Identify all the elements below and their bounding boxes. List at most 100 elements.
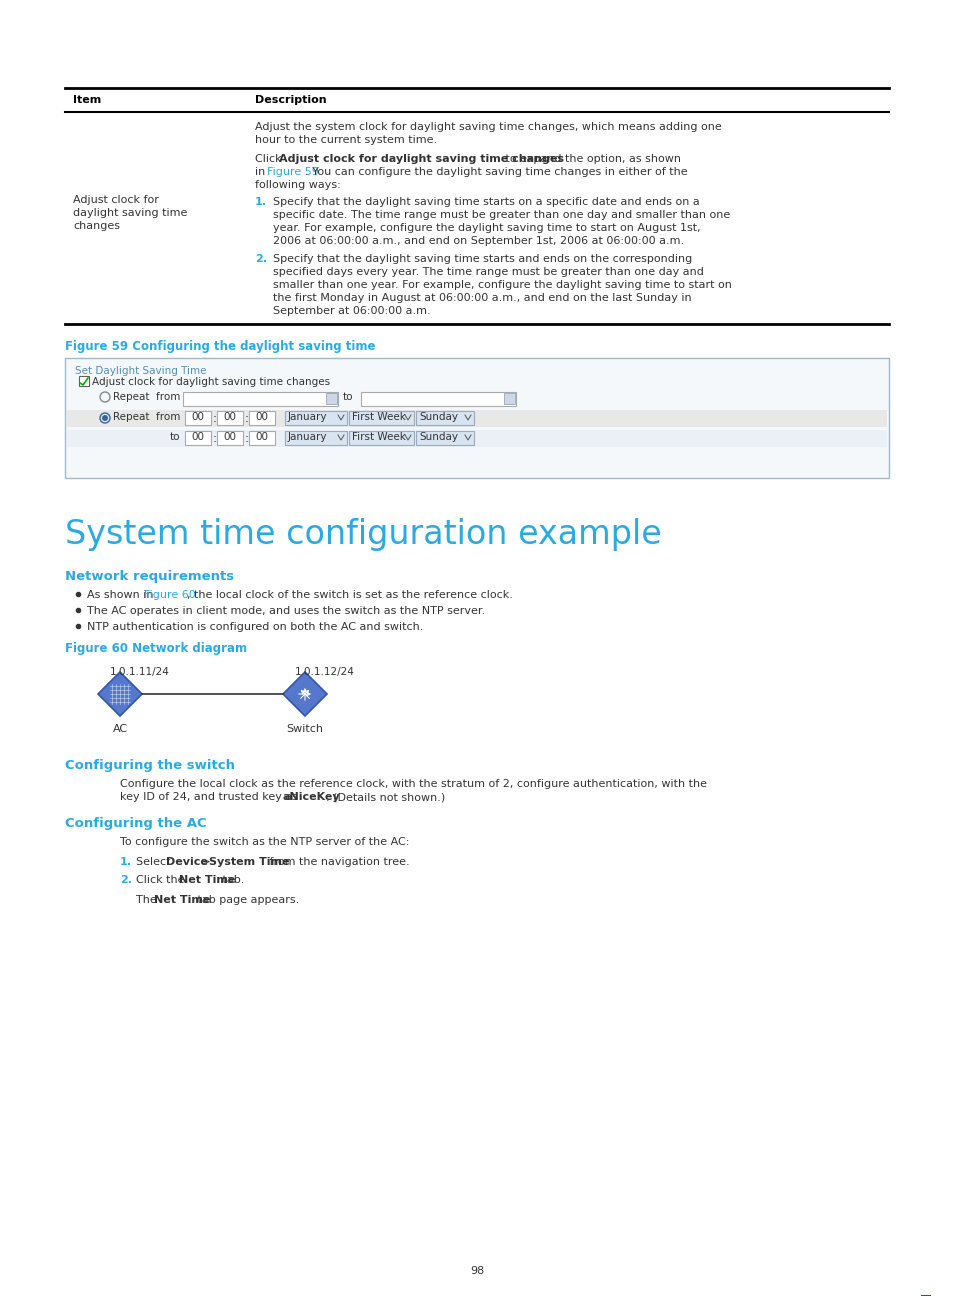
Text: 00: 00 — [255, 412, 268, 422]
Text: daylight saving time: daylight saving time — [73, 207, 187, 218]
Text: . You can configure the daylight saving time changes in either of the: . You can configure the daylight saving … — [305, 167, 687, 178]
Text: System time configuration example: System time configuration example — [65, 518, 661, 551]
Text: Network requirements: Network requirements — [65, 570, 233, 583]
Text: 2006 at 06:00:00 a.m., and end on September 1st, 2006 at 06:00:00 a.m.: 2006 at 06:00:00 a.m., and end on Septem… — [273, 236, 683, 246]
Bar — [185, 432, 211, 445]
Text: changes: changes — [73, 222, 120, 231]
Text: Description: Description — [254, 95, 326, 105]
Text: Specify that the daylight saving time starts and ends on the corresponding: Specify that the daylight saving time st… — [273, 254, 692, 264]
Polygon shape — [283, 673, 327, 715]
Text: in: in — [254, 167, 269, 178]
Bar — [183, 391, 337, 406]
Text: :: : — [245, 432, 249, 445]
Text: Adjust clock for daylight saving time changes: Adjust clock for daylight saving time ch… — [278, 154, 563, 165]
Text: Specify that the daylight saving time starts on a specific date and ends on a: Specify that the daylight saving time st… — [273, 197, 699, 207]
Text: Item: Item — [73, 95, 101, 105]
Bar — [285, 432, 347, 445]
Text: Adjust clock for daylight saving time changes: Adjust clock for daylight saving time ch… — [91, 377, 330, 388]
Text: tab.: tab. — [219, 875, 244, 885]
Bar — [360, 391, 516, 406]
Text: The AC operates in client mode, and uses the switch as the NTP server.: The AC operates in client mode, and uses… — [87, 607, 485, 616]
Text: Figure 59 Configuring the daylight saving time: Figure 59 Configuring the daylight savin… — [65, 340, 375, 353]
Bar — [67, 430, 886, 447]
Text: Device: Device — [166, 857, 208, 867]
Text: year. For example, configure the daylight saving time to start on August 1st,: year. For example, configure the dayligh… — [273, 223, 700, 233]
Text: the first Monday in August at 06:00:00 a.m., and end on the last Sunday in: the first Monday in August at 06:00:00 a… — [273, 293, 691, 303]
Text: >: > — [198, 857, 214, 867]
Text: , the local clock of the switch is set as the reference clock.: , the local clock of the switch is set a… — [187, 590, 513, 600]
Text: Configure the local clock as the reference clock, with the stratum of 2, configu: Configure the local clock as the referen… — [120, 779, 706, 789]
Text: Sunday: Sunday — [418, 412, 457, 422]
Text: smaller than one year. For example, configure the daylight saving time to start : smaller than one year. For example, conf… — [273, 280, 731, 290]
Text: 1.0.1.11/24: 1.0.1.11/24 — [110, 667, 170, 677]
Bar — [249, 411, 274, 425]
Text: Net Time: Net Time — [179, 875, 235, 885]
Bar — [67, 410, 886, 426]
Bar — [503, 393, 515, 404]
Text: 00: 00 — [223, 432, 236, 442]
Text: First Week: First Week — [352, 432, 405, 442]
Text: :: : — [245, 412, 249, 425]
Text: 98: 98 — [470, 1266, 483, 1277]
Text: As shown in: As shown in — [87, 590, 157, 600]
Text: 1.: 1. — [254, 197, 267, 207]
Text: September at 06:00:00 a.m.: September at 06:00:00 a.m. — [273, 306, 430, 316]
Text: 00: 00 — [255, 432, 268, 442]
Text: Adjust the system clock for daylight saving time changes, which means adding one: Adjust the system clock for daylight sav… — [254, 122, 721, 132]
Bar — [285, 411, 347, 425]
Text: AC: AC — [112, 724, 128, 734]
Text: Configuring the switch: Configuring the switch — [65, 759, 234, 772]
Circle shape — [102, 415, 108, 421]
Text: January: January — [288, 432, 327, 442]
Text: Switch: Switch — [286, 724, 323, 734]
Bar — [65, 358, 888, 478]
Text: 1.0.1.12/24: 1.0.1.12/24 — [294, 667, 355, 677]
Text: Set Daylight Saving Time: Set Daylight Saving Time — [75, 365, 206, 376]
Text: tab page appears.: tab page appears. — [193, 896, 299, 905]
Text: 1.: 1. — [120, 857, 132, 867]
Text: 2.: 2. — [120, 875, 132, 885]
Text: aNiceKey: aNiceKey — [283, 792, 340, 802]
Text: Figure 60 Network diagram: Figure 60 Network diagram — [65, 642, 247, 654]
Text: To configure the switch as the NTP server of the AC:: To configure the switch as the NTP serve… — [120, 837, 409, 848]
Text: First Week: First Week — [352, 412, 405, 422]
Bar — [349, 432, 414, 445]
Text: :: : — [213, 432, 216, 445]
Text: Figure 60: Figure 60 — [144, 590, 195, 600]
Bar — [79, 376, 89, 386]
Text: Repeat  from: Repeat from — [112, 391, 180, 402]
Text: following ways:: following ways: — [254, 180, 340, 191]
Bar — [416, 432, 474, 445]
Text: specific date. The time range must be greater than one day and smaller than one: specific date. The time range must be gr… — [273, 210, 729, 220]
Bar — [326, 393, 336, 404]
Bar — [349, 411, 414, 425]
Text: to expand the option, as shown: to expand the option, as shown — [501, 154, 680, 165]
Text: NTP authentication is configured on both the AC and switch.: NTP authentication is configured on both… — [87, 622, 423, 632]
Text: to: to — [170, 432, 180, 442]
Text: Click: Click — [254, 154, 285, 165]
Text: Select: Select — [136, 857, 173, 867]
Text: System Time: System Time — [209, 857, 289, 867]
Text: Net Time: Net Time — [153, 896, 211, 905]
Text: Configuring the AC: Configuring the AC — [65, 816, 207, 829]
Text: hour to the current system time.: hour to the current system time. — [254, 135, 436, 145]
Bar — [216, 432, 243, 445]
Bar — [216, 411, 243, 425]
Text: Repeat  from: Repeat from — [112, 412, 180, 422]
Text: 00: 00 — [192, 432, 204, 442]
Text: The: The — [136, 896, 160, 905]
Text: specified days every year. The time range must be greater than one day and: specified days every year. The time rang… — [273, 267, 703, 277]
Text: Adjust clock for: Adjust clock for — [73, 194, 159, 205]
Text: Sunday: Sunday — [418, 432, 457, 442]
Bar — [249, 432, 274, 445]
Text: key ID of 24, and trusted key as: key ID of 24, and trusted key as — [120, 792, 301, 802]
Text: 00: 00 — [192, 412, 204, 422]
Text: Click the: Click the — [136, 875, 188, 885]
Text: . (Details not shown.): . (Details not shown.) — [326, 792, 445, 802]
Text: 2.: 2. — [254, 254, 267, 264]
Text: January: January — [288, 412, 327, 422]
Text: 00: 00 — [223, 412, 236, 422]
Text: to: to — [343, 391, 354, 402]
Text: Figure 59: Figure 59 — [267, 167, 318, 178]
Bar — [416, 411, 474, 425]
